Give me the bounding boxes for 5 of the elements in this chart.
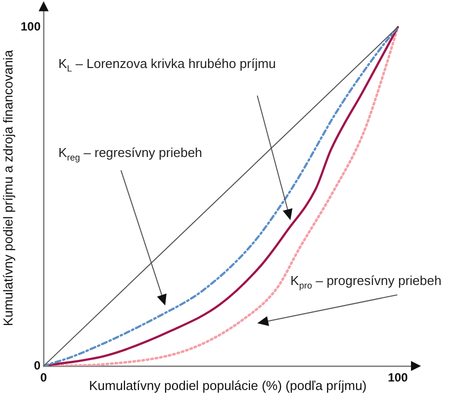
x-axis-title: Kumulatívny podiel populácie (%) (podľa príjmu) <box>88 378 367 393</box>
annotation: K$_{pro}$ – progresívny priebeh <box>290 273 442 294</box>
annotation: K$_{L}$ – Lorenzova krivka hrubého príjmu <box>58 56 276 76</box>
annotation: K$_{reg}$ – regresívny priebeh <box>58 145 202 165</box>
y-axis-title: Kumulatívny podiel príjmu a zdroja financovania <box>0 49 16 326</box>
